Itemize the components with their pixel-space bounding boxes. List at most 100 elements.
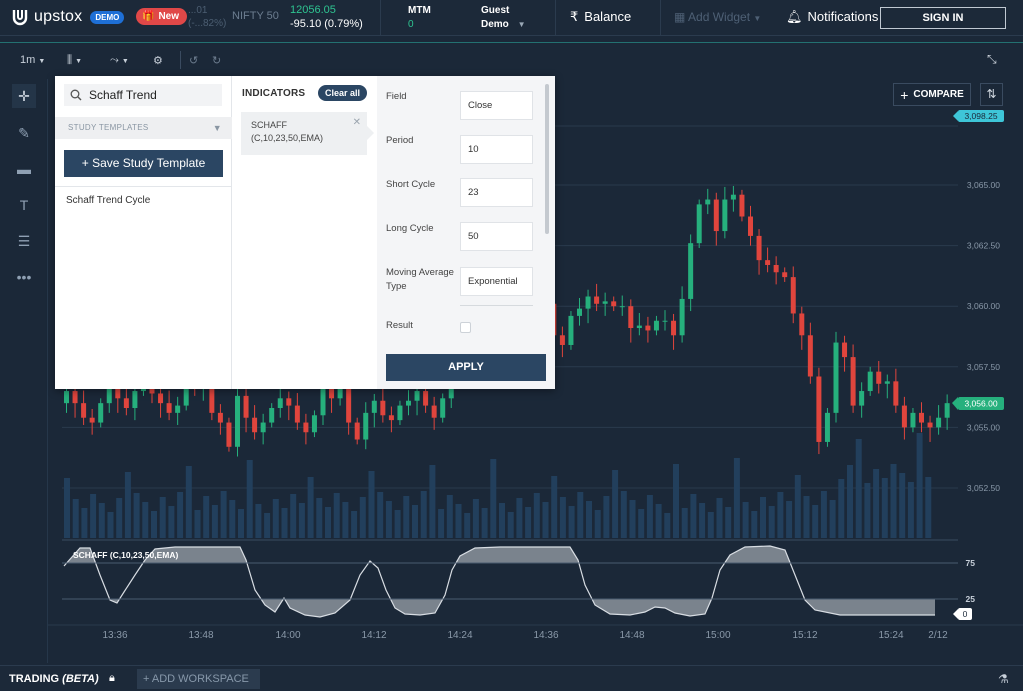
clear-all-button[interactable]: Clear all	[318, 85, 368, 101]
close-icon[interactable]: ✕	[352, 117, 361, 128]
volume-bar	[368, 471, 375, 538]
notifications-button[interactable]: 🔔︎ Notifications	[786, 9, 878, 25]
chart-type-icon[interactable]: ⫼ ▼	[67, 53, 83, 66]
field-select[interactable]: Close	[460, 91, 533, 120]
candle-body	[380, 400, 386, 416]
mtm-widget[interactable]: MTM 0	[408, 4, 431, 32]
volume-bar	[559, 497, 566, 538]
swap-axis-icon[interactable]: ⇅	[980, 83, 1003, 106]
fibonacci-icon[interactable]: ☰	[17, 232, 31, 249]
marker-arrow	[952, 397, 958, 410]
account-dropdown[interactable]: Guest Demo ▼	[481, 4, 526, 32]
candle-body	[859, 391, 865, 406]
candle-body	[337, 388, 343, 399]
volume-bar	[133, 493, 140, 538]
grid-icon: ▦	[674, 10, 686, 24]
settings-scrollbar[interactable]	[545, 84, 549, 234]
short-cycle-input[interactable]: 23	[460, 178, 533, 207]
plus-icon: +	[143, 673, 150, 685]
volume-bar	[516, 498, 523, 538]
volume-bar	[124, 472, 131, 538]
volume-bar	[612, 470, 619, 538]
result-checkbox[interactable]	[460, 322, 471, 333]
lock-icon[interactable]: 🔒︎	[109, 672, 115, 684]
study-result-item[interactable]: Schaff Trend Cycle	[66, 195, 151, 206]
volume-bar	[577, 492, 584, 538]
volume-bar	[655, 504, 662, 538]
apply-button[interactable]: APPLY	[386, 354, 546, 381]
fullscreen-icon[interactable]: ⤡	[987, 52, 997, 66]
volume-bar	[812, 505, 819, 538]
guest-label: Guest	[481, 5, 510, 16]
indicator-item[interactable]: SCHAFF (C,10,23,50,EMA) ✕	[241, 112, 374, 155]
candle-body	[329, 383, 335, 399]
interval-dropdown[interactable]: 1m ▼	[20, 54, 45, 66]
candle-body	[585, 296, 591, 309]
candle-body	[132, 391, 138, 409]
candle-body	[748, 216, 753, 236]
account-name-text: Demo	[481, 19, 509, 30]
volume-bar	[385, 501, 392, 538]
study-line	[63, 545, 935, 618]
volume-bar	[890, 464, 897, 538]
rectangle-icon[interactable]: ▬	[17, 161, 31, 177]
undo-icon[interactable]: ↺	[189, 54, 199, 67]
candle-body	[406, 400, 411, 406]
add-widget-button[interactable]: ▦ Add Widget ▼	[674, 10, 761, 24]
divider	[460, 305, 533, 306]
volume-bar	[838, 479, 845, 538]
index-name[interactable]: NIFTY 50	[232, 10, 279, 22]
volume-bar	[412, 505, 418, 538]
selection-arrow	[367, 126, 374, 140]
balance-button[interactable]: ₹ Balance	[570, 9, 631, 25]
candle-body	[739, 194, 745, 217]
candle-body	[824, 412, 830, 442]
volume-bar	[185, 466, 192, 538]
settings-icon[interactable]: ⚙	[153, 54, 163, 67]
study-templates-dropdown[interactable]: STUDY TEMPLATES ▼	[55, 117, 232, 139]
indicators-icon[interactable]: ⤳ ▼	[110, 53, 129, 66]
volume-bar	[673, 464, 679, 538]
sign-in-button[interactable]: SIGN IN	[880, 7, 1006, 29]
short-cycle-label: Short Cycle	[386, 179, 436, 190]
upstox-logo[interactable]: upstox DEMO	[12, 8, 125, 26]
volume-bar	[264, 513, 271, 538]
candle-body	[371, 400, 377, 413]
volume-bar	[446, 495, 453, 538]
volume-bar	[307, 477, 314, 538]
marker-arrow	[953, 111, 958, 121]
volume-bar	[298, 503, 305, 538]
trendline-icon[interactable]: ✎	[18, 124, 30, 141]
period-input[interactable]: 10	[460, 135, 533, 164]
candle-body	[850, 357, 856, 406]
price-axis-label: 3,060.00	[967, 301, 1000, 311]
study-search-input[interactable]: Schaff Trend	[64, 84, 222, 106]
add-workspace-button[interactable]: + ADD WORKSPACE	[137, 669, 260, 689]
volume-bar	[899, 473, 906, 538]
new-button[interactable]: 🎁 New	[136, 8, 188, 25]
volume-bar	[359, 497, 366, 538]
redo-icon[interactable]: ↻	[212, 54, 222, 67]
crosshair-icon[interactable]: ✛	[12, 84, 36, 108]
volume-bar	[525, 507, 532, 538]
time-axis-label: 15:24	[878, 630, 903, 641]
candle-body	[756, 235, 762, 261]
candle-body	[277, 398, 283, 409]
ma-type-select[interactable]: Exponential	[460, 267, 533, 296]
save-study-template-button[interactable]: + Save Study Template	[64, 150, 223, 177]
candle-body	[440, 398, 446, 418]
text-tool-icon[interactable]: T	[19, 197, 29, 213]
volume-bar	[794, 475, 801, 538]
long-cycle-input[interactable]: 50	[460, 222, 533, 251]
candle-body	[765, 260, 771, 265]
compare-button[interactable]: + COMPARE	[893, 83, 971, 106]
more-tools-icon[interactable]: •••	[16, 269, 32, 285]
flask-icon[interactable]: ⚗	[998, 672, 1009, 686]
candle-body	[919, 412, 924, 423]
volume-bar	[820, 491, 827, 538]
high-price-marker	[958, 110, 1004, 122]
volume-bar	[107, 512, 114, 538]
candle-body	[286, 398, 292, 406]
chart-top-border	[0, 42, 1023, 43]
